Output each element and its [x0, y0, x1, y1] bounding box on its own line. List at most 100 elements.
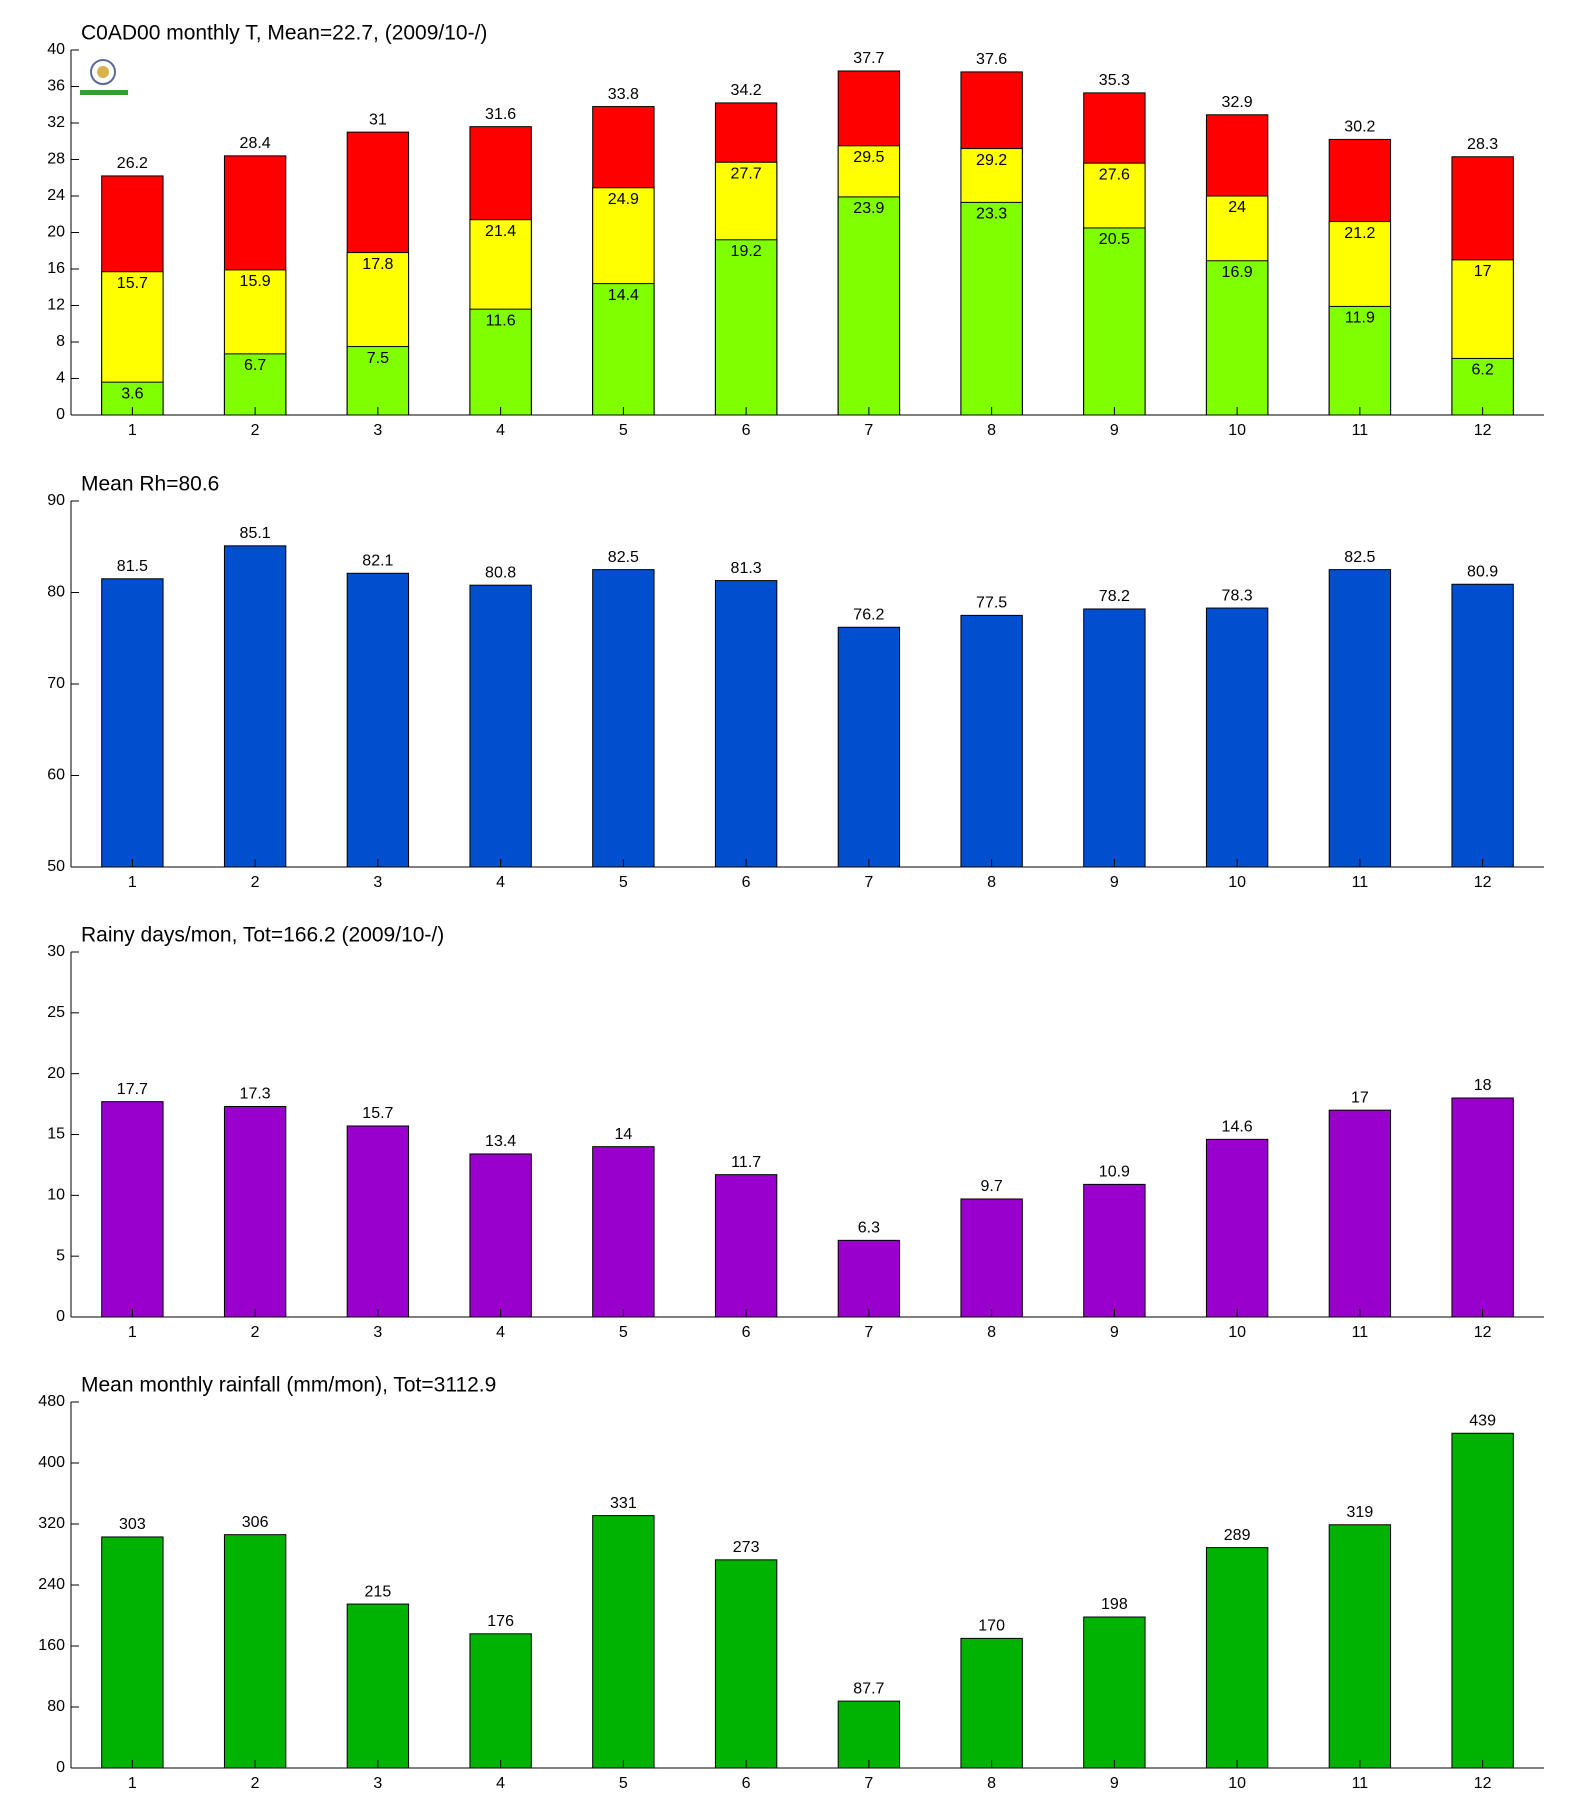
x-tick-label: 5 — [619, 1775, 628, 1792]
bar — [101, 1101, 164, 1318]
y-tick-label: 240 — [38, 1576, 65, 1593]
data-label: 24 — [1228, 199, 1246, 216]
x-tick-label: 4 — [496, 422, 505, 439]
x-tick-label: 8 — [987, 1324, 996, 1341]
x-tick-label: 4 — [496, 1324, 505, 1341]
y-tick-label: 0 — [56, 406, 65, 423]
y-tick-label: 36 — [47, 78, 65, 95]
bar — [1205, 260, 1269, 416]
data-label: 87.7 — [853, 1680, 884, 1697]
bar — [1328, 1109, 1392, 1318]
data-label: 37.6 — [976, 51, 1007, 68]
data-label: 24.9 — [608, 191, 639, 208]
x-tick-label: 2 — [251, 874, 260, 891]
bar — [1083, 1616, 1146, 1769]
x-tick-label: 3 — [373, 1775, 382, 1792]
x-tick-label: 8 — [987, 874, 996, 891]
x-tick-label: 1 — [128, 874, 137, 891]
x-tick-label: 12 — [1474, 874, 1492, 891]
bar — [101, 578, 164, 868]
data-label: 82.5 — [608, 549, 639, 566]
bar — [592, 1146, 655, 1318]
x-tick-label: 4 — [496, 874, 505, 891]
y-tick-label: 20 — [47, 224, 65, 241]
bar — [469, 1153, 532, 1318]
data-label: 11.6 — [486, 312, 516, 329]
y-tick-label: 16 — [47, 260, 65, 277]
data-label: 29.5 — [853, 149, 884, 166]
bar — [223, 545, 287, 868]
data-label: 17.3 — [240, 1086, 271, 1103]
bar — [1451, 1097, 1514, 1318]
data-label: 19.2 — [731, 243, 762, 260]
logo — [80, 59, 128, 95]
x-tick-label: 6 — [742, 874, 751, 891]
data-label: 6.7 — [244, 357, 266, 374]
bar — [837, 196, 901, 416]
x-tick-label: 6 — [742, 1324, 751, 1341]
data-label: 28.3 — [1467, 136, 1498, 153]
data-label: 31 — [369, 111, 387, 128]
y-tick-label: 160 — [38, 1637, 65, 1654]
y-tick-label: 0 — [56, 1759, 65, 1776]
bar — [101, 1536, 164, 1769]
data-label: 9.7 — [981, 1178, 1003, 1195]
data-label: 27.6 — [1099, 166, 1130, 183]
data-label: 17 — [1351, 1089, 1369, 1106]
data-label: 10.9 — [1099, 1164, 1130, 1181]
x-tick-label: 7 — [864, 1324, 873, 1341]
data-label: 16.9 — [1222, 264, 1253, 281]
data-label: 82.5 — [1344, 549, 1375, 566]
bar — [469, 584, 532, 868]
x-tick-label: 7 — [864, 422, 873, 439]
x-tick-label: 2 — [251, 1324, 260, 1341]
data-label: 17 — [1474, 263, 1492, 280]
x-tick-label: 10 — [1228, 1775, 1246, 1792]
data-label: 85.1 — [240, 525, 271, 542]
y-tick-label: 10 — [47, 1187, 65, 1204]
y-tick-label: 15 — [47, 1126, 65, 1143]
data-label: 215 — [365, 1583, 392, 1600]
bar — [837, 1239, 901, 1318]
x-tick-label: 1 — [128, 1775, 137, 1792]
x-tick-label: 11 — [1352, 1324, 1369, 1341]
bar — [1451, 1432, 1514, 1769]
x-tick-label: 4 — [496, 1775, 505, 1792]
data-label: 170 — [978, 1618, 1005, 1635]
chart-title: Mean Rh=80.6 — [81, 473, 219, 496]
bar — [1328, 305, 1392, 416]
data-label: 78.3 — [1222, 587, 1253, 604]
data-label: 35.3 — [1099, 72, 1130, 89]
bar — [592, 1515, 655, 1769]
y-tick-label: 50 — [47, 858, 65, 875]
data-label: 11.7 — [731, 1154, 761, 1171]
data-label: 7.5 — [367, 350, 389, 367]
x-tick-label: 10 — [1228, 1324, 1246, 1341]
bar — [223, 1534, 287, 1769]
data-label: 80.8 — [485, 564, 516, 581]
data-label: 23.3 — [976, 206, 1007, 223]
y-tick-label: 80 — [47, 1698, 65, 1715]
bar — [469, 1633, 532, 1769]
x-tick-label: 11 — [1352, 1775, 1369, 1792]
y-tick-label: 0 — [56, 1308, 65, 1325]
data-label: 6.3 — [858, 1220, 880, 1237]
y-tick-label: 70 — [47, 675, 65, 692]
data-label: 80.9 — [1467, 563, 1498, 580]
data-label: 33.8 — [608, 86, 639, 103]
x-tick-label: 8 — [987, 422, 996, 439]
x-tick-label: 1 — [128, 1324, 137, 1341]
y-tick-label: 90 — [47, 492, 65, 509]
y-tick-label: 25 — [47, 1004, 65, 1021]
bar — [592, 569, 655, 868]
data-label: 331 — [610, 1495, 637, 1512]
data-label: 15.7 — [117, 275, 148, 292]
x-tick-label: 11 — [1352, 422, 1369, 439]
y-tick-label: 4 — [56, 370, 65, 387]
bar — [1083, 608, 1146, 868]
x-tick-label: 3 — [373, 422, 382, 439]
x-tick-label: 6 — [742, 1775, 751, 1792]
x-tick-label: 3 — [373, 1324, 382, 1341]
bar — [960, 201, 1023, 416]
